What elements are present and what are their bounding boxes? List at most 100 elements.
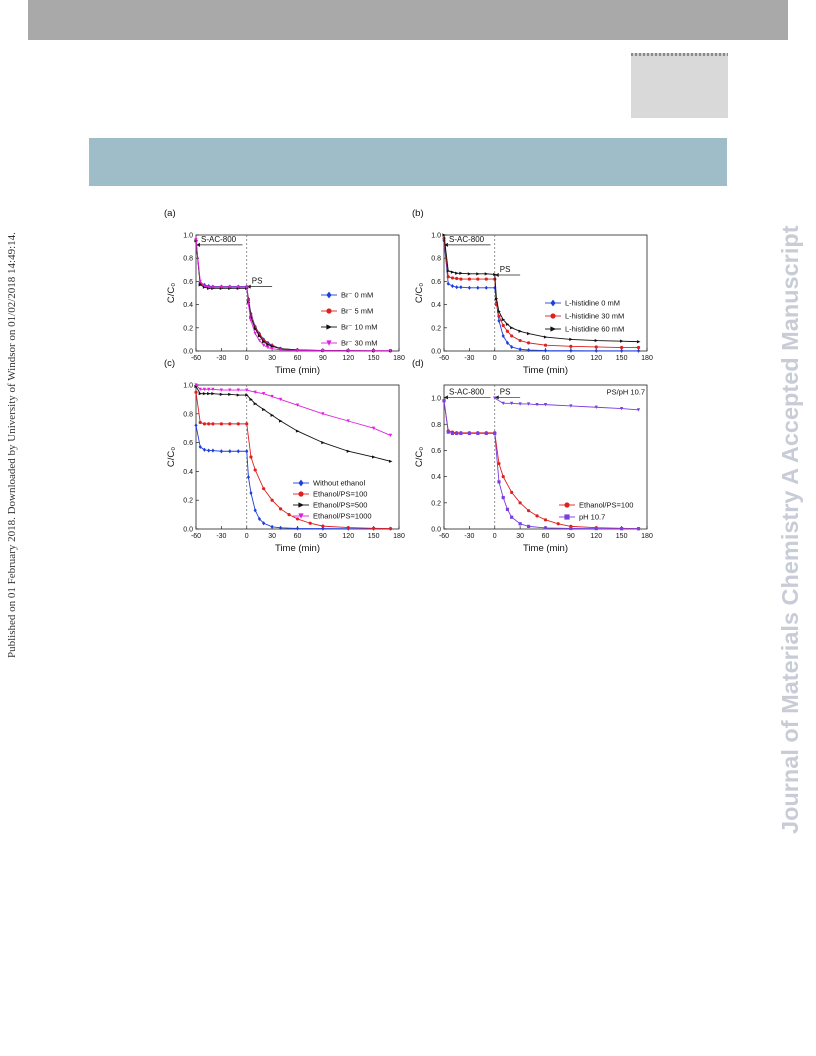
data-point (249, 319, 253, 323)
data-point (459, 431, 463, 436)
title-band (89, 138, 727, 186)
data-point (262, 343, 266, 347)
data-point (501, 475, 505, 479)
y-tick-label: 0.0 (183, 527, 193, 534)
data-point (594, 338, 599, 343)
data-point (484, 277, 488, 281)
y-tick-label: 0.4 (183, 302, 193, 309)
data-point (270, 394, 274, 399)
data-point (228, 449, 232, 454)
series-line (494, 397, 639, 411)
data-point (372, 349, 376, 353)
data-point (446, 281, 450, 286)
data-point (518, 501, 522, 505)
data-point (518, 402, 522, 406)
data-point (484, 431, 488, 436)
data-point (388, 433, 393, 438)
x-tick-label: 180 (641, 533, 653, 540)
legend-marker (298, 491, 304, 497)
series-line (443, 400, 639, 530)
data-point (459, 285, 463, 290)
data-point (510, 326, 514, 330)
x-tick-label: 60 (294, 533, 302, 540)
data-point (497, 461, 501, 466)
y-tick-label: 0.2 (431, 325, 441, 332)
data-point (535, 514, 539, 518)
y-tick-label: 0.6 (431, 279, 441, 286)
data-point (253, 327, 258, 331)
data-point (295, 429, 300, 433)
data-point (594, 345, 598, 349)
data-point (270, 347, 274, 351)
data-point (543, 335, 548, 339)
x-tick-label: 0 (245, 355, 249, 362)
legend-label: Br⁻ 10 mM (341, 323, 377, 332)
data-point (236, 422, 240, 426)
annotation-label: PS/pH 10.7 (607, 387, 645, 396)
y-tick-label: 0.6 (431, 448, 441, 455)
data-point (510, 334, 514, 338)
data-point (497, 309, 501, 314)
data-point (636, 345, 641, 350)
data-point (198, 279, 202, 284)
data-point (476, 431, 480, 436)
data-point (476, 277, 480, 281)
annotation-label: PS (500, 387, 511, 396)
data-point (620, 406, 624, 411)
legend-marker (326, 340, 332, 346)
annotation-arrowhead (444, 395, 448, 400)
y-tick-label: 0.0 (183, 349, 193, 356)
data-point (501, 318, 506, 322)
data-point (450, 276, 455, 280)
x-tick-label: 150 (368, 355, 380, 362)
data-point (501, 401, 505, 406)
legend-marker (298, 513, 304, 519)
data-point (202, 284, 207, 288)
data-point (295, 526, 300, 531)
y-tick-label: 0.8 (183, 411, 193, 418)
data-point (446, 275, 450, 279)
data-point (501, 495, 505, 500)
data-point (442, 399, 446, 403)
legend-label: Ethanol/PS=500 (313, 501, 367, 510)
x-tick-label: 150 (616, 533, 628, 540)
data-point (207, 448, 211, 453)
data-point (308, 521, 312, 525)
legend-label: Ethanol/PS=100 (313, 490, 367, 499)
data-point (321, 349, 325, 353)
data-point (346, 419, 350, 423)
data-point (543, 403, 548, 407)
data-point (526, 347, 531, 353)
data-point (198, 387, 202, 392)
data-point (526, 509, 531, 513)
data-point (245, 422, 249, 426)
data-point (526, 341, 531, 345)
data-point (620, 348, 624, 353)
data-point (455, 276, 459, 281)
data-point (236, 393, 241, 397)
data-point (510, 344, 514, 350)
x-tick-label: 180 (393, 355, 405, 362)
data-point (228, 388, 232, 392)
data-point (278, 419, 283, 423)
data-point (510, 515, 514, 519)
data-point (236, 449, 240, 454)
data-point (484, 285, 488, 290)
data-point (569, 337, 573, 341)
x-tick-label: 180 (393, 533, 405, 540)
series-line (195, 239, 391, 352)
data-point (543, 343, 548, 347)
chart-panel-c: -60 -30 0 30 60 90 120 150 180 0.0 0.2 0.4 0.6 0.8 1.0… (164, 358, 405, 554)
data-point (526, 332, 531, 336)
series-line (195, 384, 391, 436)
data-point (219, 392, 224, 396)
data-point (543, 518, 548, 522)
data-point (262, 407, 266, 412)
data-point (446, 430, 450, 434)
legend-marker (550, 326, 557, 332)
x-tick-label: 0 (493, 533, 497, 540)
chart-panel-a: -60 -30 0 30 60 90 120 150 180 0.0 0.2 0.4 0.6 0.8 1.0… (164, 208, 405, 376)
data-point (455, 285, 459, 290)
data-point (278, 348, 283, 352)
data-point (493, 431, 497, 436)
